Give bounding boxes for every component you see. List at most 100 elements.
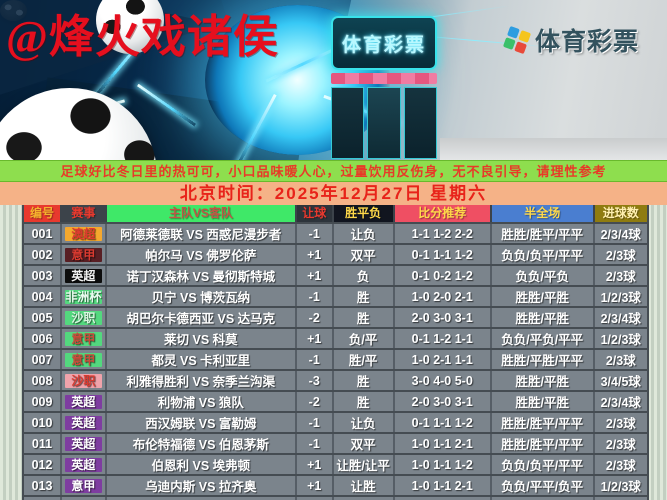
cell-league: 英超 [62, 434, 107, 453]
cell-id: 004 [24, 287, 62, 306]
league-badge: 英超 [64, 457, 103, 472]
league-badge: 沙职 [64, 310, 103, 325]
column-header-match: 主队VS客队 [106, 205, 297, 222]
cell-league: 沙职 [62, 308, 107, 327]
cell-league: 意甲 [62, 350, 107, 369]
predictions-table-wrap: 编号 赛事 主队VS客队 让球 胜平负 比分推荐 半全场 进球数 001 澳超 阿德莱德联 VS … [0, 205, 667, 500]
column-header-half_full: 半全场 [491, 205, 595, 222]
cell-goals: 2/3/4球 [600, 228, 641, 242]
cell-league: 意甲 [62, 476, 107, 495]
cell-match: 布伦特福德 VS 伯恩茅斯 [107, 434, 297, 453]
cell-goals: 2/3球 [605, 270, 636, 284]
league-badge: 英超 [64, 415, 103, 430]
cell-goals: 2/3/4球 [600, 312, 641, 326]
cell-handicap: +1 [297, 329, 334, 348]
table-row-005: 005 沙职 胡巴尔卡德西亚 VS 达马克 -2 胜 2-0 3-0 3-1 胜胜/平胜 2/… [24, 306, 647, 327]
watermark-text: @烽火戏诸侯 [6, 12, 279, 62]
cell-goals: 2/3球 [605, 249, 636, 263]
table-row-002: 002 意甲 帕尔马 VS 佛罗伦萨 +1 双平 0-1 1-1 1-2 负负/负平/平平 2… [24, 243, 647, 264]
cell-id: 011 [24, 434, 62, 453]
notice-banner: 足球好比冬日里的热可可，小口品味暖人心，过量饮用反伤身，无不良引导，请理性参考 [0, 160, 667, 182]
cell-scores: 1-0 2-0 2-1 [395, 287, 492, 306]
cell-wdl: 让负 [334, 413, 395, 432]
league-badge: 沙职 [64, 373, 103, 388]
cell-league: 英超 [62, 455, 107, 474]
column-header-goals: 进球数 [594, 205, 647, 222]
cell-goals: 3/4/5球 [600, 375, 641, 389]
cell-league: 意甲 [62, 329, 107, 348]
league-badge: 意甲 [64, 478, 103, 493]
cell-league: 英超 [62, 392, 107, 411]
cell-wdl: 负 [334, 266, 395, 285]
cell-match: 胡巴尔卡德西亚 VS 达马克 [107, 308, 297, 327]
cell-scores: 0-1 1-1 1-2 [395, 413, 492, 432]
cell-wdl: 胜 [334, 497, 395, 500]
cell-half_full: 胜胜/胜平/平平 [492, 434, 595, 453]
cell-match: 乌迪内斯 VS 拉齐奥 [107, 476, 297, 495]
cell-id: 001 [24, 224, 62, 243]
cell-id: 005 [24, 308, 62, 327]
cell-wdl: 负/平 [334, 329, 395, 348]
store-awning [331, 73, 437, 84]
table-row-013: 013 意甲 乌迪内斯 VS 拉齐奥 +1 让胜 1-0 1-1 2-1 负负/平平/负平 1… [24, 474, 647, 495]
table-row-014: 014沙职吉达联合 VS 利雅得青年-1胜1-0 2-0 2-1胜胜/平胜1/2… [24, 495, 647, 500]
cell-wdl: 双平 [334, 434, 395, 453]
league-badge: 英超 [64, 268, 103, 283]
cell-scores: 2-0 3-0 3-1 [395, 308, 492, 327]
cell-match: 贝宁 VS 博茨瓦纳 [107, 287, 297, 306]
cell-half_full: 胜胜/胜平/平平 [492, 224, 595, 243]
cell-league: 非洲杯 [62, 287, 107, 306]
cell-half_full: 胜胜/平胜 [492, 371, 595, 390]
league-badge: 澳超 [64, 226, 103, 241]
cell-league: 沙职 [62, 371, 107, 390]
cell-handicap: +1 [297, 266, 334, 285]
cell-scores: 1-0 1-1 2-1 [395, 434, 492, 453]
cell-id: 012 [24, 455, 62, 474]
cell-handicap: -1 [297, 224, 334, 243]
table-body: 001 澳超 阿德莱德联 VS 西惑尼漫步者 -1 让负 1-1 1-2 2-2 胜胜/胜平… [24, 222, 647, 500]
league-badge: 非洲杯 [64, 289, 103, 304]
cell-match: 伯恩利 VS 埃弗顿 [107, 455, 297, 474]
cell-match: 吉达联合 VS 利雅得青年 [107, 497, 297, 500]
cell-handicap: -1 [297, 434, 334, 453]
cell-goals: 1/2/3球 [600, 333, 641, 347]
cell-handicap: -2 [297, 392, 334, 411]
cell-id: 009 [24, 392, 62, 411]
store-window [331, 87, 365, 159]
cell-scores: 3-0 4-0 5-0 [395, 371, 492, 390]
table-row-009: 009 英超 利物浦 VS 狼队 -2 胜 2-0 3-0 3-1 胜胜/平胜 2/3/4球 [24, 390, 647, 411]
cell-half_full: 负负/平平/负平 [492, 476, 595, 495]
cell-goals: 2/3球 [605, 438, 636, 452]
datetime-banner: 北京时间：2025年12月27日 星期六 [0, 182, 667, 205]
cell-handicap: -2 [297, 308, 334, 327]
cell-id: 002 [24, 245, 62, 264]
table-row-011: 011 英超 布伦特福德 VS 伯恩茅斯 -1 双平 1-0 1-1 2-1 胜胜/胜平/平… [24, 432, 647, 453]
cell-match: 利雅得胜利 VS 奈季兰沟渠 [107, 371, 297, 390]
cell-match: 诺丁汉森林 VS 曼彻斯特城 [107, 266, 297, 285]
brand-title-text: 体育彩票 [535, 28, 640, 56]
store-window [403, 87, 437, 159]
league-badge: 英超 [64, 436, 103, 451]
cell-handicap: -1 [297, 287, 334, 306]
cell-match: 西汉姆联 VS 富勒姆 [107, 413, 297, 432]
cell-half_full: 胜胜/平胜 [492, 287, 595, 306]
cell-league: 澳超 [62, 224, 107, 243]
cell-half_full: 负负/平负/平平 [492, 329, 595, 348]
cell-league: 英超 [62, 266, 107, 285]
cell-scores: 1-0 1-1 2-1 [395, 476, 492, 495]
cell-wdl: 让胜 [334, 476, 395, 495]
predictions-table: 编号 赛事 主队VS客队 让球 胜平负 比分推荐 半全场 进球数 001 澳超 阿德莱德联 VS … [22, 205, 649, 500]
cell-id: 007 [24, 350, 62, 369]
cell-match: 阿德莱德联 VS 西惑尼漫步者 [107, 224, 297, 243]
cell-wdl: 让负 [334, 224, 395, 243]
cell-goals: 2/3球 [605, 354, 636, 368]
cell-match: 利物浦 VS 狼队 [107, 392, 297, 411]
lottery-storefront: 体育彩票 [331, 16, 437, 160]
cell-scores: 1-0 2-1 1-1 [395, 350, 492, 369]
column-header-league: 赛事 [62, 205, 107, 222]
table-header-row: 编号 赛事 主队VS客队 让球 胜平负 比分推荐 半全场 进球数 [24, 205, 647, 222]
brand-title-row: 体育彩票 [502, 22, 640, 58]
cell-id: 006 [24, 329, 62, 348]
cell-handicap: +1 [297, 476, 334, 495]
